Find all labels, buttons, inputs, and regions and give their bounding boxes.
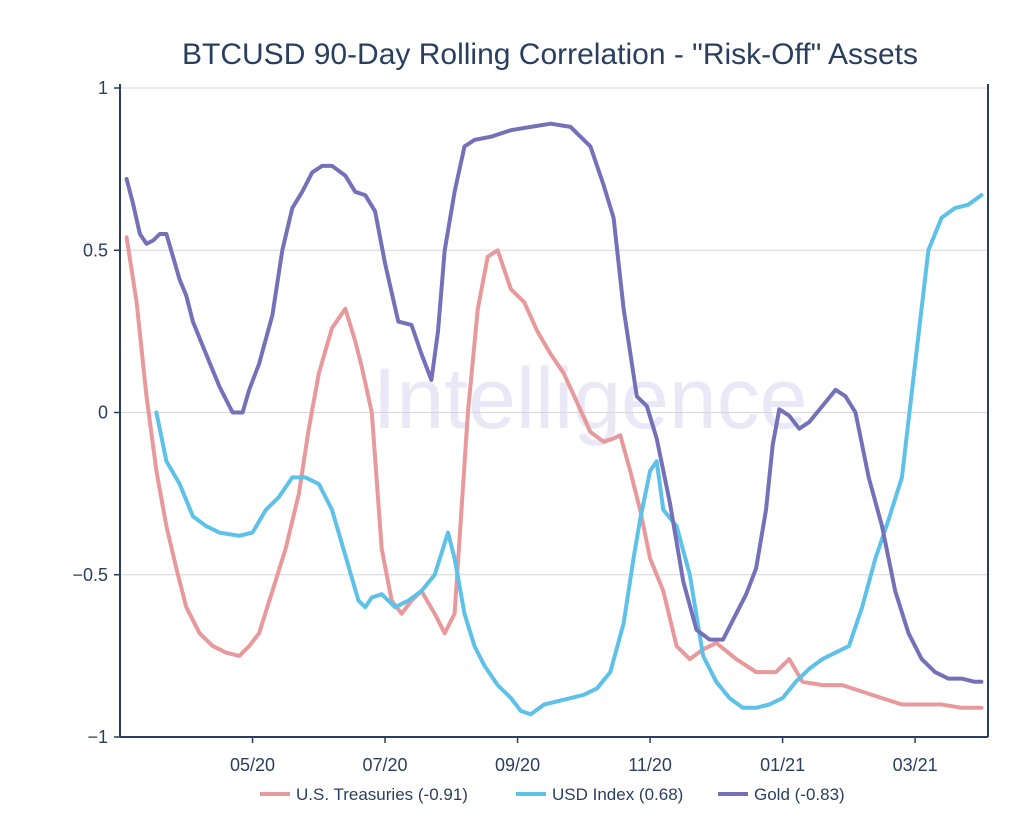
x-tick-label: 09/20 [495, 755, 540, 775]
x-tick-label: 05/20 [230, 755, 275, 775]
series-line-0 [124, 235, 984, 710]
y-tick-label: 0.5 [83, 240, 108, 260]
x-tick-label: 07/20 [363, 755, 408, 775]
x-tick-label: 03/21 [893, 755, 938, 775]
y-tick-label: −1 [87, 727, 108, 747]
axis-layer: 1 0.5 0 −0.5 −1 05/20 07/20 09/20 11/20 01/21 03/2… [72, 78, 989, 775]
legend-label: U.S. Treasuries (-0.91) [296, 785, 468, 804]
series-line-2 [124, 121, 984, 684]
y-tick-label: 0 [98, 403, 108, 423]
legend-label: USD Index (0.68) [552, 785, 683, 804]
x-tick-label: 01/21 [760, 755, 805, 775]
series-layer [124, 121, 984, 717]
legend: U.S. Treasuries (-0.91) USD Index (0.68) G… [260, 785, 845, 804]
y-tick-label: −0.5 [72, 565, 108, 585]
series-line-1 [154, 193, 984, 717]
legend-label: Gold (-0.83) [754, 785, 845, 804]
chart-title: BTCUSD 90-Day Rolling Correlation - "Ris… [182, 38, 918, 71]
x-tick-label: 11/20 [628, 755, 672, 775]
y-tick-label: 1 [98, 78, 108, 98]
